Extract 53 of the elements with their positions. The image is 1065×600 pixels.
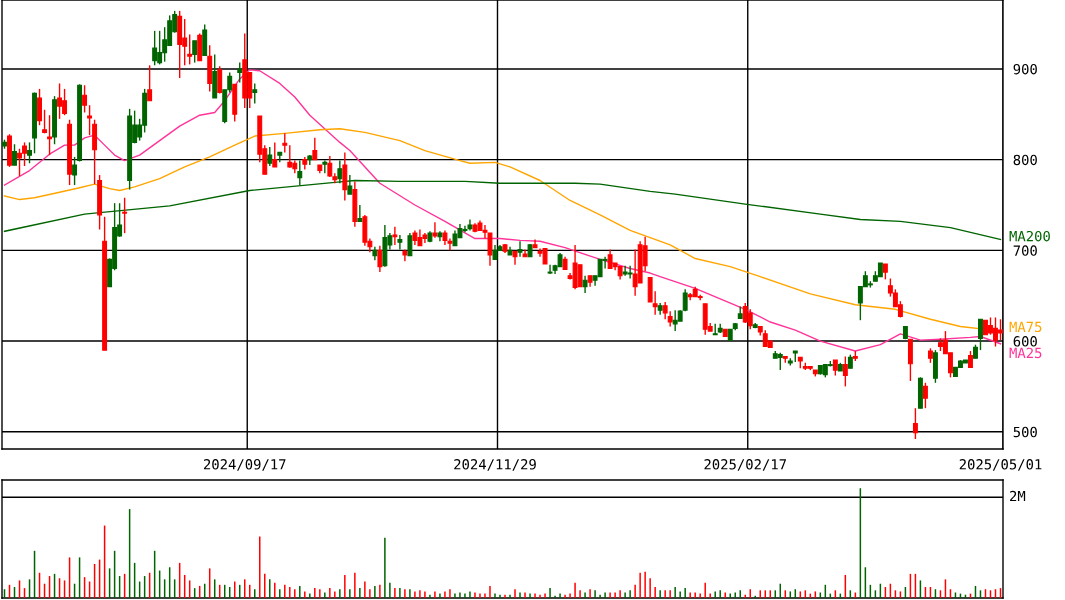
candlestick xyxy=(47,114,53,156)
candlestick xyxy=(152,30,158,67)
candlestick xyxy=(432,221,438,239)
y-tick-label: 700 xyxy=(1013,245,1037,256)
y-tick-label: 500 xyxy=(1013,426,1037,438)
candlestick xyxy=(407,232,413,257)
candlestick xyxy=(72,156,78,186)
candlestick xyxy=(27,141,32,164)
candlestick xyxy=(82,84,88,114)
candlestick xyxy=(237,61,243,84)
ref-line-label: 2M xyxy=(1010,490,1026,502)
candlestick xyxy=(192,40,198,64)
candlestick xyxy=(252,82,258,105)
series-label: MA200 xyxy=(1009,230,1050,242)
candlestick xyxy=(357,204,363,223)
candlestick xyxy=(147,64,153,102)
candlestick xyxy=(627,265,633,280)
candlestick xyxy=(12,143,17,166)
candlestick xyxy=(187,33,193,66)
candlestick xyxy=(322,159,328,174)
candlestick xyxy=(532,238,538,249)
x-tick-label: 2025/02/17 xyxy=(704,459,787,471)
x-tick-label: 2024/09/17 xyxy=(203,459,286,471)
candlestick xyxy=(312,137,318,161)
candlestick xyxy=(547,264,553,275)
y-tick-label: 800 xyxy=(1013,154,1037,166)
candlestick xyxy=(377,245,383,273)
candlestick xyxy=(517,240,523,258)
series-label: MA25 xyxy=(1009,347,1042,359)
candlestick xyxy=(272,141,278,168)
candlestick xyxy=(577,264,583,288)
candlestick xyxy=(282,132,288,154)
candlestick xyxy=(287,144,293,169)
candlestick xyxy=(87,104,93,136)
x-tick-label: 2025/05/01 xyxy=(959,459,1042,471)
x-tick-label: 2024/11/29 xyxy=(454,459,536,471)
candlestick xyxy=(122,197,128,234)
candlestick xyxy=(747,308,753,330)
y-tick-label: 600 xyxy=(1013,336,1037,347)
candlestick xyxy=(217,65,223,95)
candlestick xyxy=(37,88,42,126)
candlestick xyxy=(57,82,63,120)
series-label: MA75 xyxy=(1009,321,1042,333)
candlestick xyxy=(392,226,398,246)
candlestick xyxy=(922,382,928,409)
candlestick xyxy=(912,407,918,440)
candlestick xyxy=(267,146,273,167)
line-series xyxy=(3,69,1002,352)
candlestick xyxy=(842,355,848,388)
y-tick-label: 900 xyxy=(1013,63,1037,75)
candlestick xyxy=(327,155,333,178)
candlestick xyxy=(978,318,983,351)
candlestick xyxy=(397,234,403,251)
